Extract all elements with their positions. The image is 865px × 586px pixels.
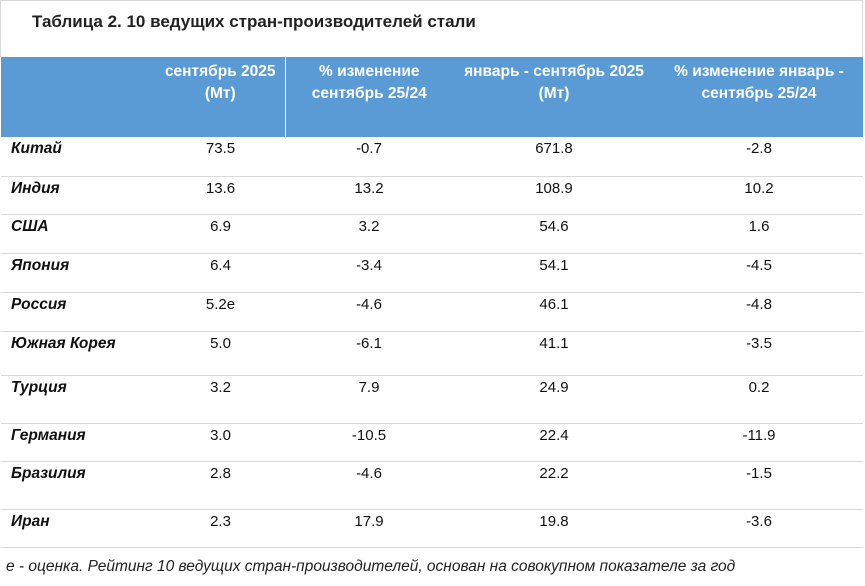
- ytd-change-cell: 1.6: [655, 214, 863, 254]
- table-row: Германия 3.0 -10.5 22.4 -11.9: [1, 423, 863, 462]
- table-row: Иран 2.3 17.9 19.8 -3.6: [1, 509, 863, 548]
- sep-2025-cell: 5.2e: [156, 292, 285, 332]
- column-header-sep-change: % изменение сентябрь 25/24: [285, 57, 453, 137]
- country-cell: Германия: [1, 423, 156, 462]
- table-row: Япония 6.4 -3.4 54.1 -4.5: [1, 253, 863, 293]
- sep-2025-cell: 5.0: [156, 331, 285, 376]
- country-cell: США: [1, 214, 156, 254]
- column-header-sep-2025: сентябрь 2025 (Мт): [156, 57, 286, 137]
- sep-2025-cell: 3.2: [156, 375, 285, 424]
- ytd-2025-cell: 108.9: [453, 176, 655, 215]
- sep-change-cell: -0.7: [285, 137, 453, 177]
- sep-change-cell: -6.1: [285, 331, 453, 376]
- ytd-change-cell: -11.9: [655, 423, 863, 462]
- sep-2025-cell: 2.3: [156, 509, 285, 548]
- sep-change-cell: 17.9: [285, 509, 453, 548]
- table-row: Южная Корея 5.0 -6.1 41.1 -3.5: [1, 331, 863, 376]
- table-row: Турция 3.2 7.9 24.9 0.2: [1, 375, 863, 424]
- ytd-change-cell: -4.5: [655, 253, 863, 293]
- ytd-2025-cell: 24.9: [453, 375, 655, 424]
- table-body: Китай 73.5 -0.7 671.8 -2.8 Индия 13.6 13…: [1, 137, 863, 548]
- header-row: сентябрь 2025 (Мт) % изменение сентябрь …: [1, 57, 863, 137]
- table-row: Индия 13.6 13.2 108.9 10.2: [1, 176, 863, 215]
- steel-producers-table: сентябрь 2025 (Мт) % изменение сентябрь …: [1, 57, 863, 548]
- ytd-2025-cell: 41.1: [453, 331, 655, 376]
- sep-2025-cell: 2.8: [156, 461, 285, 510]
- ytd-2025-cell: 22.4: [453, 423, 655, 462]
- title-bar: Таблица 2. 10 ведущих стран-производител…: [0, 0, 863, 57]
- column-header-country: [1, 57, 156, 137]
- ytd-change-cell: -3.6: [655, 509, 863, 548]
- column-header-ytd-change: % изменение январь - сентябрь 25/24: [655, 57, 863, 137]
- country-cell: Иран: [1, 509, 156, 548]
- ytd-2025-cell: 54.6: [453, 214, 655, 254]
- column-header-ytd-2025: январь - сентябрь 2025 (Мт): [453, 57, 655, 137]
- table-row: Китай 73.5 -0.7 671.8 -2.8: [1, 137, 863, 177]
- sep-change-cell: -3.4: [285, 253, 453, 293]
- table-title: Таблица 2. 10 ведущих стран-производител…: [32, 12, 476, 31]
- ytd-change-cell: 10.2: [655, 176, 863, 215]
- ytd-change-cell: -3.5: [655, 331, 863, 376]
- ytd-change-cell: 0.2: [655, 375, 863, 424]
- sep-change-cell: -10.5: [285, 423, 453, 462]
- country-cell: Россия: [1, 292, 156, 332]
- sep-change-cell: 13.2: [285, 176, 453, 215]
- sep-2025-cell: 3.0: [156, 423, 285, 462]
- ytd-change-cell: -2.8: [655, 137, 863, 177]
- ytd-2025-cell: 22.2: [453, 461, 655, 510]
- ytd-2025-cell: 671.8: [453, 137, 655, 177]
- sep-2025-cell: 6.9: [156, 214, 285, 254]
- table-row: США 6.9 3.2 54.6 1.6: [1, 214, 863, 254]
- ytd-2025-cell: 46.1: [453, 292, 655, 332]
- footnote: e - оценка. Рейтинг 10 ведущих стран-про…: [6, 558, 736, 575]
- sep-change-cell: -4.6: [285, 461, 453, 510]
- ytd-2025-cell: 19.8: [453, 509, 655, 548]
- ytd-2025-cell: 54.1: [453, 253, 655, 293]
- country-cell: Япония: [1, 253, 156, 293]
- sep-2025-cell: 13.6: [156, 176, 285, 215]
- sep-change-cell: -4.6: [285, 292, 453, 332]
- sep-change-cell: 7.9: [285, 375, 453, 424]
- table-row: Россия 5.2e -4.6 46.1 -4.8: [1, 292, 863, 332]
- sep-change-cell: 3.2: [285, 214, 453, 254]
- sep-2025-cell: 6.4: [156, 253, 285, 293]
- table-header: сентябрь 2025 (Мт) % изменение сентябрь …: [1, 57, 863, 137]
- sep-2025-cell: 73.5: [156, 137, 285, 177]
- ytd-change-cell: -1.5: [655, 461, 863, 510]
- country-cell: Китай: [1, 137, 156, 177]
- country-cell: Индия: [1, 176, 156, 215]
- ytd-change-cell: -4.8: [655, 292, 863, 332]
- country-cell: Бразилия: [1, 461, 156, 510]
- country-cell: Турция: [1, 375, 156, 424]
- table-row: Бразилия 2.8 -4.6 22.2 -1.5: [1, 461, 863, 510]
- country-cell: Южная Корея: [1, 331, 156, 376]
